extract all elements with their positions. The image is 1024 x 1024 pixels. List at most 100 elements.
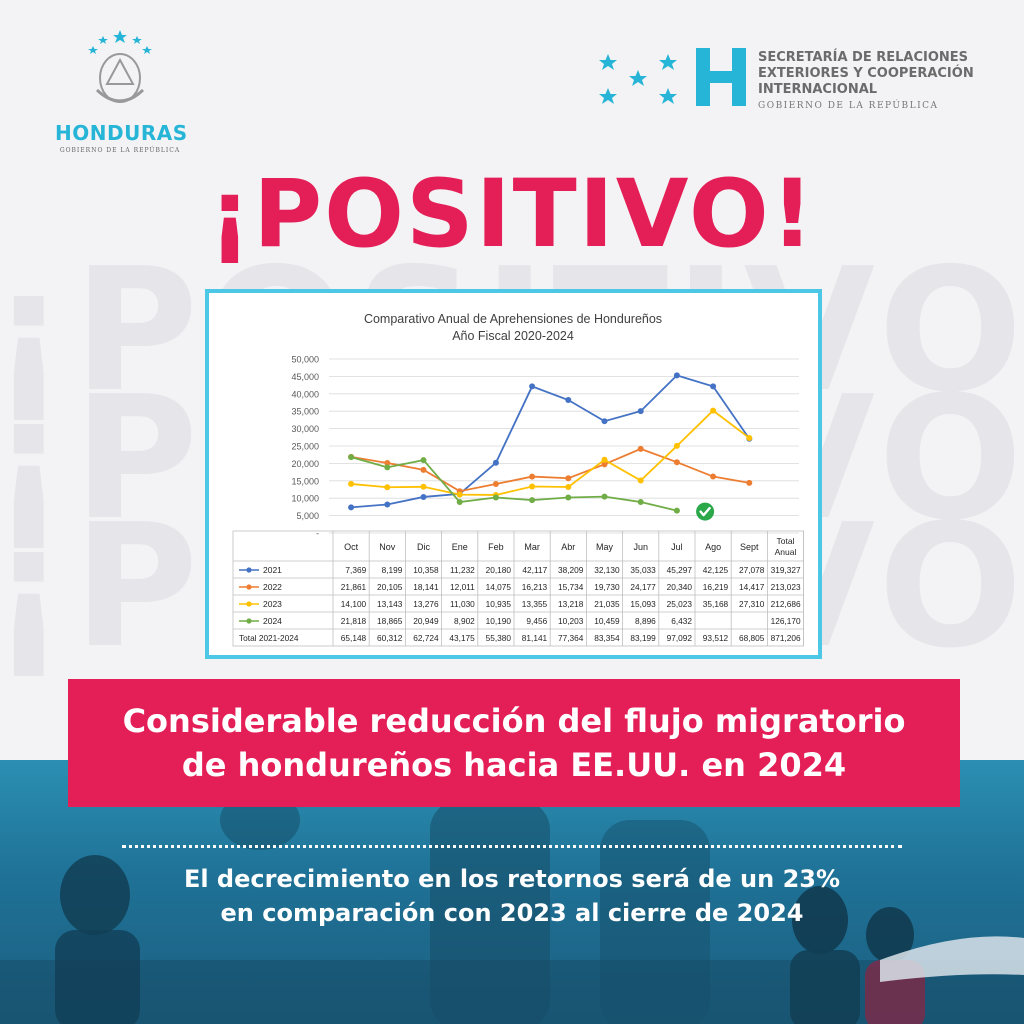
- y-tick-label: 50,000: [291, 355, 319, 365]
- table-cell: 60,312: [377, 633, 403, 643]
- data-point-2023: [746, 434, 753, 441]
- data-point-2024: [601, 493, 608, 500]
- secretaria-line-3: INTERNACIONAL: [758, 82, 878, 97]
- banner-line-1: Considerable reducción del flujo migrato…: [122, 702, 906, 740]
- table-cell: 81,141: [522, 633, 548, 643]
- table-cell: 38,209: [558, 565, 584, 575]
- table-header-cell: Anual: [775, 547, 797, 557]
- data-point-2021: [601, 418, 608, 425]
- table-cell: 6,432: [671, 616, 692, 626]
- data-point-2024: [673, 507, 680, 514]
- table-header-cell: Nov: [379, 542, 396, 552]
- data-point-2024: [565, 494, 572, 501]
- legend-swatch-2024: [246, 618, 252, 624]
- data-point-2024: [420, 457, 427, 464]
- table-cell: 27,078: [739, 565, 765, 575]
- table-header-cell: Mar: [524, 542, 540, 552]
- letter-h-icon: [696, 48, 746, 106]
- data-point-2022: [529, 473, 536, 480]
- table-cell: 10,190: [486, 616, 512, 626]
- table-cell: 83,199: [630, 633, 656, 643]
- data-point-2021: [384, 501, 391, 508]
- data-point-2021: [673, 372, 680, 379]
- data-point-2022: [565, 475, 572, 482]
- banner-line-2: de hondureños hacia EE.UU. en 2024: [181, 746, 847, 784]
- y-tick-label: 20,000: [291, 459, 319, 469]
- table-cell: 212,686: [771, 599, 801, 609]
- subtext: El decrecimiento en los retornos será de…: [0, 862, 1024, 930]
- country-name: HONDURAS: [55, 121, 188, 145]
- table-cell: 68,805: [739, 633, 765, 643]
- table-cell: 93,512: [703, 633, 729, 643]
- dotted-divider: [122, 845, 902, 848]
- data-point-2022: [492, 481, 499, 488]
- table-cell: 11,030: [450, 599, 475, 609]
- legend-label: 2023: [263, 599, 282, 609]
- y-tick-label: 35,000: [291, 407, 319, 417]
- y-tick-label: 30,000: [291, 424, 319, 434]
- data-point-2021: [348, 504, 355, 511]
- table-header-cell: Ago: [705, 542, 721, 552]
- table-cell: 10,459: [594, 616, 620, 626]
- table-cell: 15,093: [630, 599, 656, 609]
- data-point-2023: [565, 484, 572, 491]
- legend-swatch-2022: [246, 584, 252, 590]
- data-point-2021: [529, 383, 536, 390]
- table-cell: 20,340: [667, 582, 693, 592]
- table-cell: 27,310: [739, 599, 765, 609]
- table-cell: 16,213: [522, 582, 548, 592]
- data-point-2022: [673, 459, 680, 466]
- legend-label: 2024: [263, 616, 282, 626]
- table-header-cell: Jul: [671, 542, 683, 552]
- table-header-cell: Oct: [344, 542, 359, 552]
- series-line-2023: [351, 409, 750, 496]
- series-line-2021: [351, 374, 751, 509]
- table-cell: 20,949: [413, 616, 439, 626]
- table-cell: 42,117: [522, 565, 547, 575]
- table-cell: 16,219: [703, 582, 729, 592]
- secretaria-name: SECRETARÍA DE RELACIONES EXTERIORES Y CO…: [758, 50, 974, 114]
- table-cell: 213,023: [771, 582, 801, 592]
- data-point-2021: [637, 408, 644, 415]
- table-cell: 21,035: [594, 599, 620, 609]
- table-cell: 14,100: [341, 599, 367, 609]
- table-cell: 35,033: [630, 565, 656, 575]
- data-point-2024: [348, 454, 355, 461]
- table-cell: 21,861: [341, 582, 367, 592]
- table-header-cell: Sept: [740, 542, 759, 552]
- chart-frame: Comparativo Anual de Aprehensiones de Ho…: [205, 289, 822, 659]
- table-cell: 62,724: [413, 633, 439, 643]
- table-header-cell: Total: [777, 536, 795, 546]
- five-stars-icon: [599, 54, 677, 104]
- chart-subtitle: Año Fiscal 2020-2024: [452, 329, 574, 343]
- y-tick-label: 15,000: [291, 476, 319, 486]
- table-cell: 14,417: [739, 582, 765, 592]
- data-point-2024: [492, 494, 499, 501]
- y-tick-label: 5,000: [296, 511, 319, 521]
- table-cell: 871,206: [771, 633, 801, 643]
- data-point-2024: [384, 464, 391, 471]
- table-cell: 21,818: [341, 616, 367, 626]
- table-cell: 8,902: [454, 616, 475, 626]
- y-tick-label: 10,000: [291, 494, 319, 504]
- data-point-2023: [456, 491, 463, 498]
- data-point-2022: [637, 445, 644, 452]
- table-cell: 13,355: [522, 599, 548, 609]
- table-cell: 65,148: [341, 633, 367, 643]
- data-point-2024: [637, 499, 644, 506]
- data-point-2023: [420, 483, 427, 490]
- data-point-2022: [601, 461, 608, 468]
- legend-swatch-2021: [246, 567, 252, 573]
- data-point-2023: [673, 442, 680, 449]
- subtext-line-2: en comparación con 2023 al cierre de 202…: [220, 899, 804, 927]
- data-point-2024: [529, 497, 536, 504]
- table-cell: 319,327: [771, 565, 801, 575]
- table-cell: 77,364: [558, 633, 584, 643]
- secretaria-sub: GOBIERNO DE LA REPÚBLICA: [758, 101, 939, 111]
- table-cell: 11,232: [450, 565, 475, 575]
- table-cell: 32,130: [594, 565, 620, 575]
- table-cell: 13,218: [558, 599, 584, 609]
- coat-of-arms-icon: [88, 30, 152, 103]
- table-header-cell: Dic: [417, 542, 430, 552]
- table-cell: 25,023: [667, 599, 693, 609]
